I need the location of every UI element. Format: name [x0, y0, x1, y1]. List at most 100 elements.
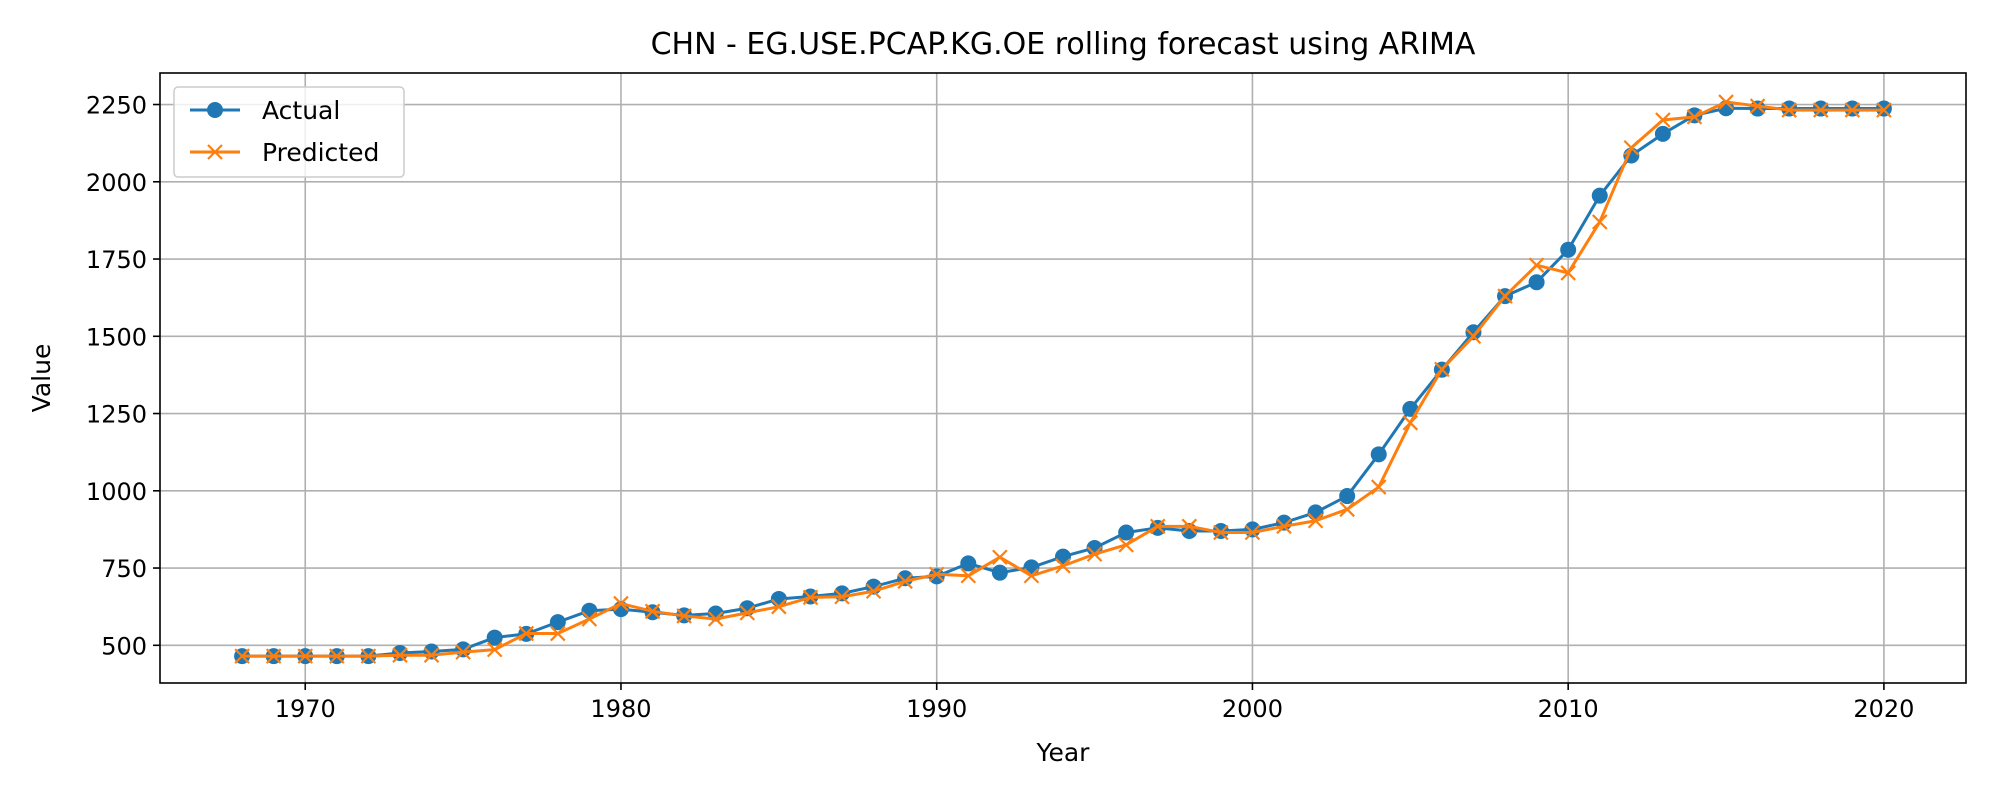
actual-point	[928, 568, 945, 585]
predicted-point	[960, 567, 977, 584]
series-line-actual	[242, 106, 1884, 658]
y-tick-label: 1250	[86, 401, 147, 429]
legend: Actual Predicted	[173, 86, 405, 178]
y-tick-label: 500	[101, 632, 147, 660]
predicted-point	[234, 648, 250, 664]
predicted-point	[834, 589, 850, 605]
actual-point	[1244, 521, 1261, 538]
y-tick-label: 1000	[86, 478, 147, 506]
predicted-point	[707, 611, 724, 627]
y-tick-label: 1750	[86, 246, 147, 274]
x-axis-label: Year	[1036, 738, 1091, 767]
actual-point	[1654, 125, 1671, 142]
predicted-point	[1528, 257, 1545, 273]
actual-point	[1370, 446, 1387, 463]
predicted-point	[1055, 558, 1071, 574]
predicted-point	[1370, 479, 1387, 495]
plot-series	[234, 94, 1892, 665]
legend-predicted-label: Predicted	[262, 138, 379, 167]
predicted-point	[771, 598, 787, 615]
x-tick-label: 1990	[906, 695, 967, 723]
predicted-point	[865, 583, 882, 599]
x-tick-label: 1980	[590, 695, 651, 723]
predicted-point	[1086, 546, 1103, 562]
y-tick-label: 2250	[86, 92, 147, 120]
predicted-point	[1244, 524, 1261, 541]
predicted-point	[1560, 265, 1576, 281]
actual-point	[455, 641, 472, 658]
actual-point	[423, 643, 440, 660]
legend-actual-marker	[207, 102, 223, 118]
predicted-point	[739, 605, 756, 621]
actual-point	[960, 555, 977, 572]
y-axis-label: Value	[27, 344, 56, 413]
predicted-point	[1623, 140, 1640, 156]
actual-point	[991, 564, 1008, 581]
predicted-point	[1149, 518, 1166, 535]
actual-point	[1591, 187, 1608, 204]
actual-point	[1465, 324, 1482, 341]
predicted-point	[423, 647, 440, 663]
predicted-point	[1465, 328, 1482, 345]
predicted-point	[644, 603, 661, 620]
series-predicted	[234, 94, 1892, 664]
predicted-point	[1812, 102, 1829, 118]
y-tick-label: 1500	[86, 323, 147, 351]
predicted-point	[329, 648, 345, 664]
x-tick-label: 2020	[1853, 695, 1914, 723]
predicted-point	[550, 625, 566, 642]
predicted-point	[455, 644, 471, 660]
predicted-point	[297, 648, 314, 664]
predicted-point	[802, 589, 819, 606]
actual-point	[1749, 100, 1766, 117]
legend-actual-label: Actual	[262, 96, 340, 125]
predicted-point	[1023, 567, 1040, 584]
predicted-point	[1781, 102, 1797, 118]
predicted-point	[1749, 98, 1766, 114]
predicted-point	[1434, 361, 1450, 378]
predicted-point	[1213, 524, 1229, 541]
predicted-point	[518, 625, 535, 642]
predicted-point	[992, 549, 1008, 566]
y-tick-label: 750	[101, 555, 147, 583]
predicted-point	[486, 641, 503, 658]
actual-point	[1402, 400, 1419, 417]
predicted-point	[1276, 518, 1292, 535]
axis-ticks: 1970 1980 1990 2000 2010 2020 500 750 1000 1250 15…	[86, 92, 1915, 723]
predicted-point	[1402, 415, 1419, 431]
x-tick-label: 2000	[1222, 695, 1283, 723]
series-line-predicted	[242, 100, 1884, 658]
actual-point	[486, 629, 503, 646]
predicted-point	[1339, 501, 1355, 518]
predicted-point	[265, 648, 282, 664]
predicted-point	[1655, 112, 1671, 128]
predicted-point	[1307, 512, 1324, 529]
predicted-point	[1181, 518, 1198, 535]
predicted-point	[1497, 288, 1513, 304]
plot-frame	[159, 72, 1967, 684]
predicted-point	[581, 611, 598, 627]
actual-point	[1528, 274, 1545, 291]
predicted-point	[676, 608, 692, 624]
grid	[160, 73, 1966, 683]
actual-point	[833, 585, 850, 602]
predicted-point	[928, 566, 945, 583]
x-tick-label: 2010	[1538, 695, 1599, 723]
predicted-point	[897, 573, 913, 590]
series-actual	[234, 100, 1892, 665]
legend-predicted-marker	[207, 144, 223, 160]
predicted-point	[1118, 537, 1134, 553]
actual-point	[1339, 488, 1356, 505]
chart-title: CHN - EG.USE.PCAP.KG.OE rolling forecast…	[651, 27, 1476, 62]
predicted-point	[360, 648, 377, 664]
predicted-point	[1876, 102, 1892, 118]
predicted-point	[1591, 214, 1608, 230]
x-tick-label: 1970	[275, 695, 336, 723]
y-tick-label: 2000	[86, 169, 147, 197]
actual-point	[549, 614, 566, 631]
predicted-point	[613, 595, 629, 612]
predicted-point	[1844, 102, 1861, 118]
actual-point	[1560, 241, 1577, 258]
